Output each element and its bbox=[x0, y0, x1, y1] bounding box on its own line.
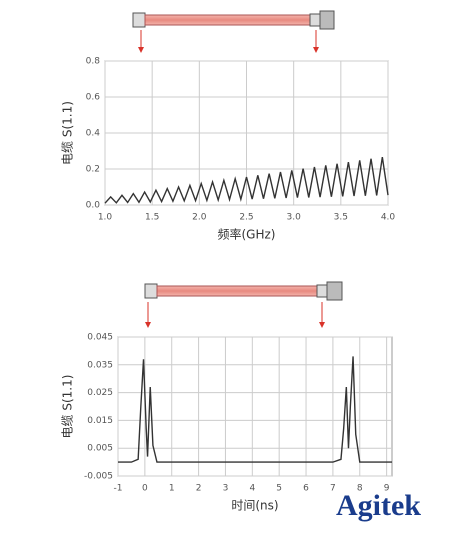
x-tick-label: 3 bbox=[223, 484, 229, 494]
x-tick-label: 2.0 bbox=[192, 213, 207, 223]
y-tick-label: 0.035 bbox=[87, 360, 113, 370]
x-tick-label: 3.0 bbox=[287, 213, 302, 223]
y-tick-label: 0.025 bbox=[87, 388, 113, 398]
x-tick-label: 9 bbox=[384, 484, 390, 494]
logo: Agitek bbox=[336, 489, 421, 522]
x-tick-label: 0 bbox=[142, 484, 148, 494]
y-tick-label: 0.4 bbox=[86, 129, 101, 139]
data-line bbox=[104, 157, 389, 204]
cable-diagram bbox=[132, 10, 335, 53]
x-tick-label: 2 bbox=[196, 484, 202, 494]
x-tick-label: 4.0 bbox=[381, 213, 396, 223]
y-tick-label: 0.005 bbox=[87, 444, 113, 454]
x-tick-label: 1.5 bbox=[145, 213, 159, 223]
y-tick-label: 0.2 bbox=[86, 165, 100, 175]
x-tick-label: -1 bbox=[114, 484, 123, 494]
y-axis-title: 电缆 S(1.1) bbox=[61, 101, 75, 165]
x-tick-label: 1.0 bbox=[98, 213, 113, 223]
y-tick-label: 0.015 bbox=[87, 416, 113, 426]
x-tick-label: 2.5 bbox=[239, 213, 253, 223]
x-tick-label: 6 bbox=[303, 484, 309, 494]
y-axis-title: 电缆 S(1.1) bbox=[61, 375, 75, 439]
y-tick-label: 0.045 bbox=[87, 333, 113, 343]
x-axis-title: 频率(GHz) bbox=[218, 227, 276, 242]
x-tick-label: 5 bbox=[276, 484, 282, 494]
x-tick-label: 3.5 bbox=[334, 213, 348, 223]
data-line bbox=[118, 356, 392, 463]
x-tick-label: 4 bbox=[249, 484, 255, 494]
x-tick-label: 8 bbox=[357, 484, 363, 494]
y-tick-label: 0.6 bbox=[86, 93, 101, 103]
y-tick-label: 0.0 bbox=[86, 201, 101, 211]
x-axis-title: 时间(ns) bbox=[231, 499, 278, 513]
x-tick-label: 7 bbox=[330, 484, 336, 494]
x-tick-label: 1 bbox=[169, 484, 175, 494]
y-tick-label: -0.005 bbox=[84, 472, 113, 482]
cable-diagram bbox=[144, 281, 343, 328]
y-tick-label: 0.8 bbox=[86, 57, 101, 67]
